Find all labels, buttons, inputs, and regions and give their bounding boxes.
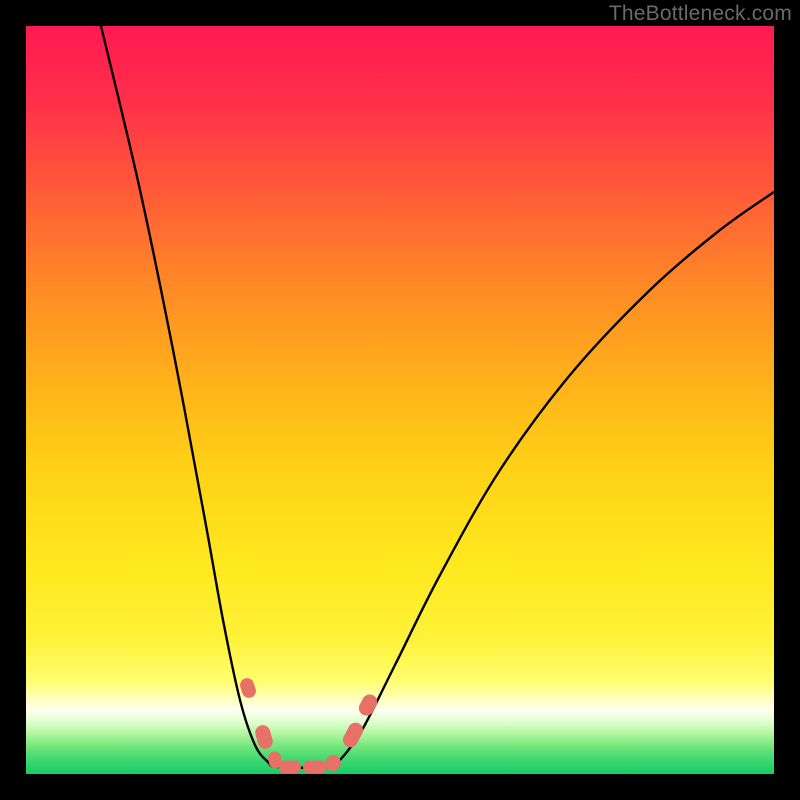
outer-frame xyxy=(0,0,800,800)
chart-stage: TheBottleneck.com xyxy=(0,0,800,800)
watermark-text: TheBottleneck.com xyxy=(609,2,792,26)
